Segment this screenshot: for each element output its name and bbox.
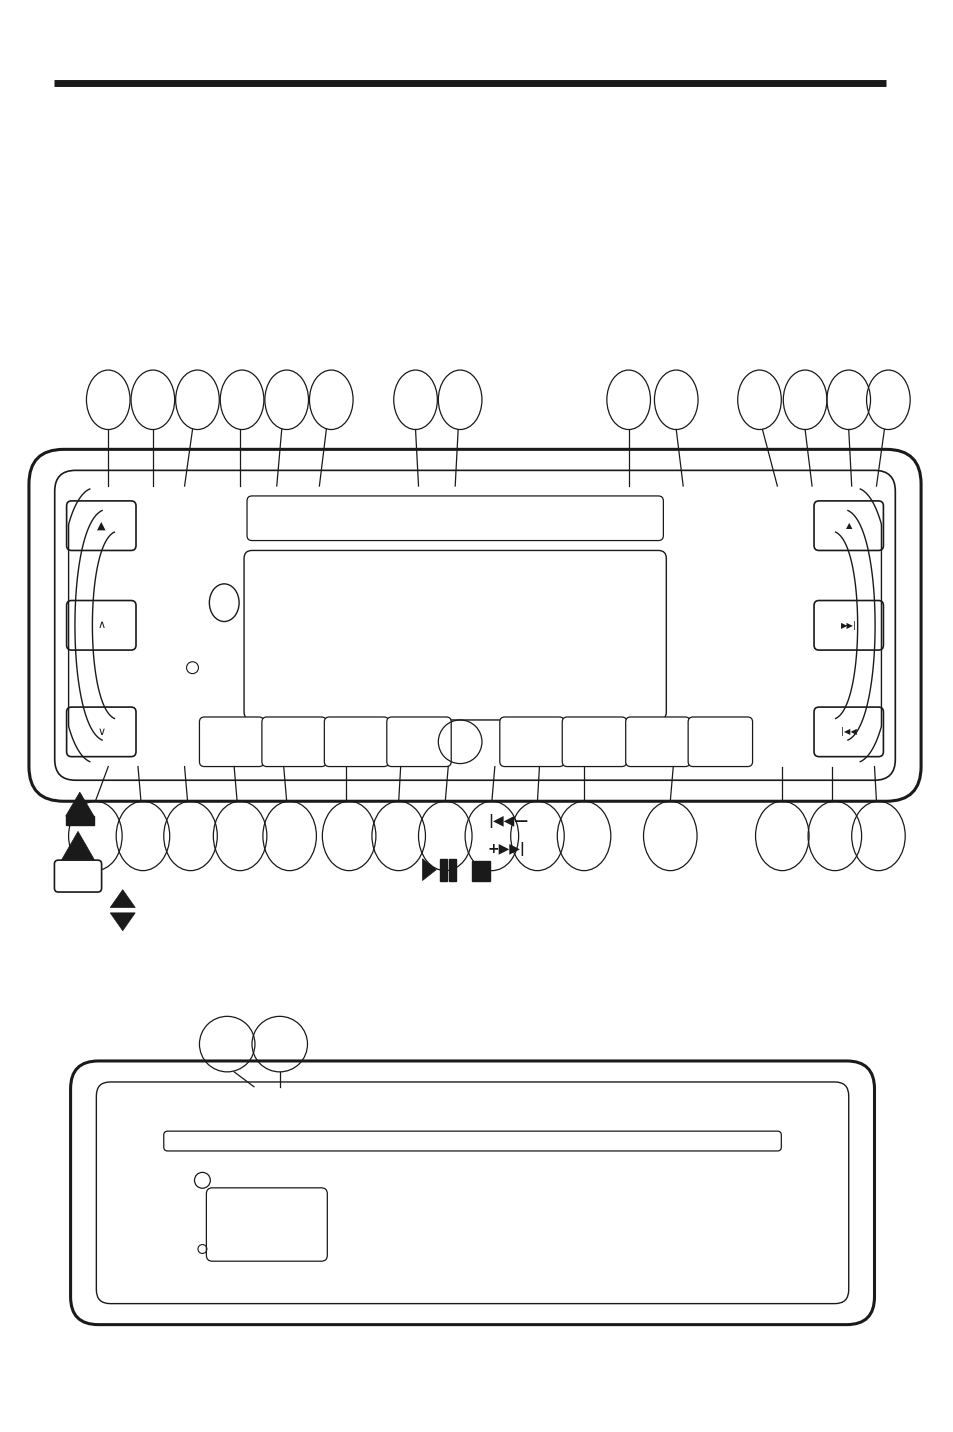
FancyBboxPatch shape xyxy=(29,450,920,802)
Text: ▶▶|: ▶▶| xyxy=(840,621,856,630)
Polygon shape xyxy=(422,859,436,881)
Text: |◀◀: |◀◀ xyxy=(840,727,856,736)
FancyBboxPatch shape xyxy=(164,1131,781,1151)
Bar xyxy=(440,859,447,881)
Bar xyxy=(66,816,94,825)
Text: ∧: ∧ xyxy=(97,620,105,630)
Ellipse shape xyxy=(209,584,239,621)
FancyBboxPatch shape xyxy=(499,717,563,766)
Text: +▶▶|: +▶▶| xyxy=(487,842,525,856)
FancyBboxPatch shape xyxy=(262,717,326,766)
Polygon shape xyxy=(111,889,135,908)
FancyBboxPatch shape xyxy=(813,707,882,756)
Text: ▲: ▲ xyxy=(844,521,851,530)
FancyBboxPatch shape xyxy=(625,717,689,766)
FancyBboxPatch shape xyxy=(561,717,626,766)
Text: |◀◀—: |◀◀— xyxy=(487,813,527,828)
FancyBboxPatch shape xyxy=(324,717,389,766)
FancyBboxPatch shape xyxy=(67,707,136,756)
FancyBboxPatch shape xyxy=(96,1083,848,1303)
FancyBboxPatch shape xyxy=(386,717,451,766)
Polygon shape xyxy=(111,912,135,931)
FancyBboxPatch shape xyxy=(54,861,102,892)
FancyBboxPatch shape xyxy=(247,495,662,540)
Text: ▲: ▲ xyxy=(97,521,106,531)
FancyBboxPatch shape xyxy=(67,600,136,650)
FancyBboxPatch shape xyxy=(813,501,882,550)
FancyBboxPatch shape xyxy=(71,1061,874,1325)
Bar xyxy=(472,861,490,881)
FancyBboxPatch shape xyxy=(813,600,882,650)
Bar xyxy=(449,859,456,881)
FancyBboxPatch shape xyxy=(54,470,894,780)
FancyBboxPatch shape xyxy=(687,717,752,766)
Polygon shape xyxy=(62,832,94,859)
FancyBboxPatch shape xyxy=(206,1187,327,1262)
Text: ∨: ∨ xyxy=(97,727,105,737)
FancyBboxPatch shape xyxy=(67,501,136,550)
Polygon shape xyxy=(66,792,94,816)
FancyBboxPatch shape xyxy=(199,717,264,766)
FancyBboxPatch shape xyxy=(244,550,665,720)
